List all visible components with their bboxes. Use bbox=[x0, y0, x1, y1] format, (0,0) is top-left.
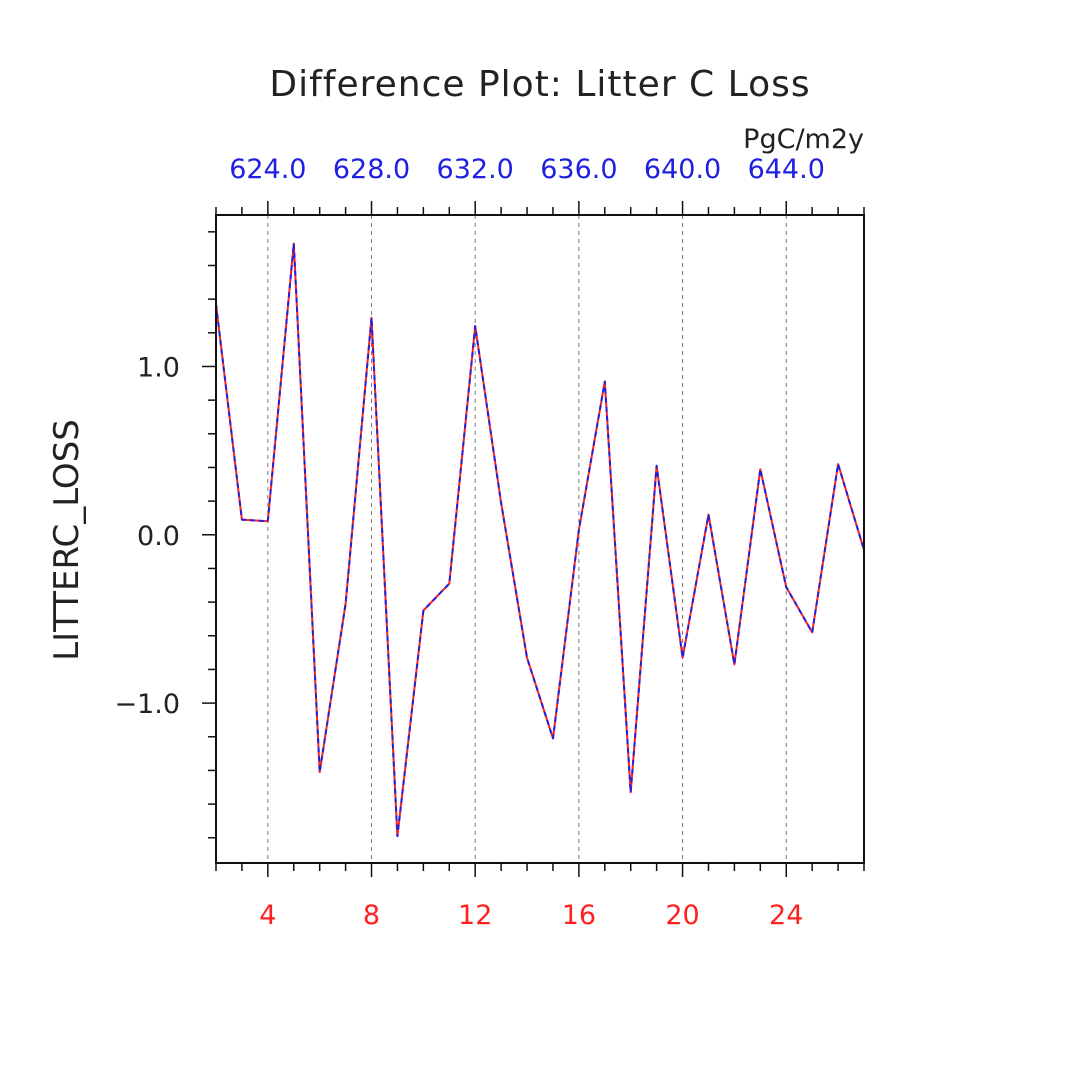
x-tick-label: 20 bbox=[665, 900, 699, 931]
plot-frame bbox=[215, 214, 865, 864]
x-top-tick-label: 632.0 bbox=[437, 154, 514, 185]
x-top-tick-label: 640.0 bbox=[644, 154, 721, 185]
x-top-tick-label: 624.0 bbox=[229, 154, 306, 185]
axes bbox=[202, 201, 865, 877]
units-label: PgC/m2y bbox=[743, 124, 864, 155]
x-tick-label: 16 bbox=[562, 900, 596, 931]
y-axis-label: LITTERC_LOSS bbox=[47, 419, 87, 661]
x-top-tick-label: 644.0 bbox=[748, 154, 825, 185]
y-tick-label: 0.0 bbox=[137, 521, 180, 552]
x-tick-label: 8 bbox=[363, 900, 380, 931]
x-top-tick-label: 628.0 bbox=[333, 154, 410, 185]
series-line-red bbox=[215, 242, 865, 838]
tick-labels: 4 8 12 16 20 24 624.0 628.0 632.0 636.0 640.0 644.0… bbox=[114, 154, 824, 931]
x-tick-label: 24 bbox=[769, 900, 803, 931]
series-layer bbox=[215, 242, 865, 838]
y-tick-label: 1.0 bbox=[137, 352, 180, 383]
series-line-blue bbox=[215, 242, 865, 838]
y-tick-label: −1.0 bbox=[114, 689, 180, 720]
x-tick-label: 4 bbox=[259, 900, 276, 931]
chart-title: Difference Plot: Litter C Loss bbox=[269, 64, 810, 105]
x-top-tick-label: 636.0 bbox=[540, 154, 617, 185]
x-tick-label: 12 bbox=[458, 900, 492, 931]
grid-lines bbox=[267, 215, 787, 863]
